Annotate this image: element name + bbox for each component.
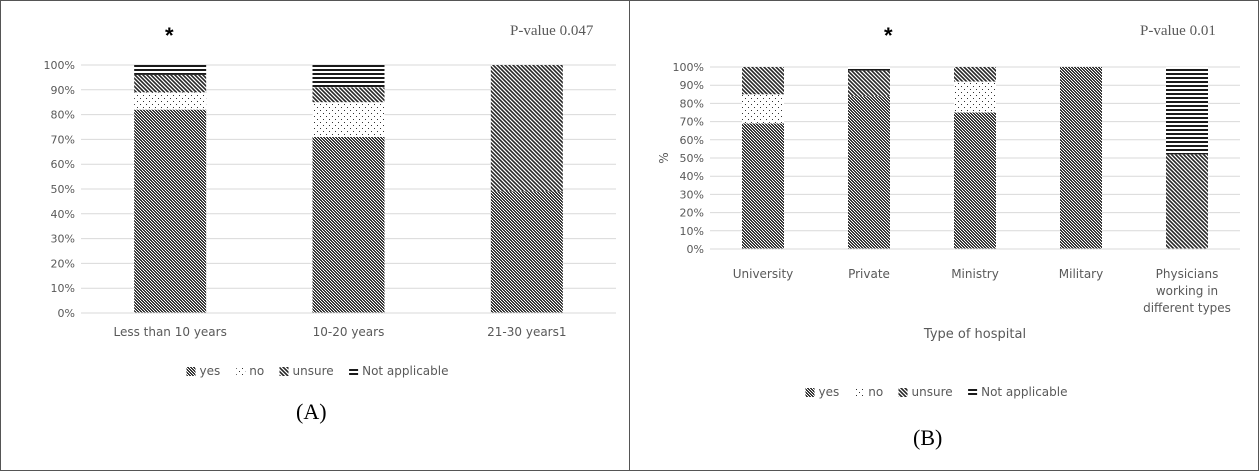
chart-a: 0% 10% 20% 30% 40% 50% 60% 70% 80% 90% 100% Less th…: [44, 59, 616, 378]
y-tick-label: 90%: [680, 79, 704, 92]
y-tick-label: 30%: [680, 188, 704, 201]
y-tick-label: 70%: [680, 116, 704, 129]
bar-segment-yes: [312, 136, 385, 313]
bar-segment-unsure: [1166, 154, 1208, 249]
x-tick-label: University: [733, 267, 794, 281]
y-tick-label: 50%: [51, 183, 75, 196]
legend-label-unsure: unsure: [912, 385, 953, 399]
panel-label-a: (A): [296, 399, 327, 424]
panel-label-b: (B): [913, 425, 943, 450]
legend-label-no: no: [868, 385, 883, 399]
y-tick-label: 0%: [687, 243, 704, 256]
bar-segment-yes: [848, 96, 890, 250]
x-tick-label: Ministry: [951, 267, 999, 281]
y-tick-label: 70%: [51, 133, 75, 146]
legend-swatch-no: [855, 388, 865, 397]
y-tick-label: 40%: [680, 170, 704, 183]
y-tick-label: 80%: [51, 109, 75, 122]
legend-label-no: no: [249, 364, 264, 378]
chart-panel-a: * P-value 0.047 0% 10% 20% 30% 40% 50% 60% 70% 8…: [0, 0, 630, 471]
p-value-a: P-value 0.047: [510, 23, 594, 39]
bar-segment-not-applicable: [312, 65, 385, 88]
legend-swatch-no: [236, 367, 246, 376]
y-tick-label: 60%: [51, 158, 75, 171]
legend-label-not-applicable: Not applicable: [362, 364, 448, 378]
bar-segment-no: [742, 94, 784, 124]
bar-segment-not-applicable: [848, 67, 890, 71]
legend-label-yes: yes: [200, 364, 221, 378]
significance-marker-a: *: [165, 23, 174, 48]
bar-segment-unsure: [490, 65, 563, 192]
bar-segment-no: [954, 81, 996, 113]
x-tick-label: Private: [848, 267, 890, 281]
x-tick-label: 10-20 years: [313, 325, 385, 339]
bar-segment-unsure: [742, 67, 784, 95]
significance-marker-b: *: [884, 23, 893, 48]
y-tick-label: 100%: [673, 61, 704, 74]
bar-segment-unsure: [134, 74, 207, 93]
y-tick-label: 60%: [680, 134, 704, 147]
bar-segment-no: [312, 102, 385, 137]
y-tick-label: 90%: [51, 84, 75, 97]
bar-segment-unsure: [312, 87, 385, 103]
legend-label-yes: yes: [819, 385, 840, 399]
bar-segment-unsure: [954, 67, 996, 82]
y-tick-label: 100%: [44, 59, 75, 72]
y-tick-label: 20%: [51, 257, 75, 270]
legend-label-unsure: unsure: [293, 364, 334, 378]
bar-segment-yes: [742, 123, 784, 249]
chart-b: 0% 10% 20% 30% 40% 50% 60% 70% 80% 90% 100% Univers…: [657, 61, 1240, 399]
legend-label-not-applicable: Not applicable: [981, 385, 1067, 399]
bar-segment-yes: [954, 112, 996, 249]
bar-segment-yes: [490, 191, 563, 313]
y-axis-title: %: [657, 152, 671, 163]
legend-swatch-unsure: [898, 388, 908, 397]
y-tick-label: 50%: [680, 152, 704, 165]
bar-segment-not-applicable: [134, 65, 207, 75]
y-tick-label: 40%: [51, 208, 75, 221]
y-tick-label: 30%: [51, 233, 75, 246]
x-tick-label: Less than 10 years: [113, 325, 226, 339]
legend-swatch-yes: [805, 388, 815, 397]
bar-segment-no: [134, 92, 207, 110]
bar-segment-unsure: [848, 70, 890, 97]
x-tick-label: Military: [1059, 267, 1103, 281]
y-tick-label: 10%: [51, 282, 75, 295]
legend-swatch-not-applicable: [349, 367, 359, 376]
p-value-b: P-value 0.01: [1140, 23, 1216, 39]
chart-panel-b: * P-value 0.01 0% 10% 20% 30% 40% 50% 60% 70% 80…: [629, 0, 1259, 471]
y-tick-label: 20%: [680, 207, 704, 220]
legend-swatch-unsure: [279, 367, 289, 376]
x-tick-label: Physicians working in different types: [1143, 267, 1231, 315]
bar-segment-yes: [134, 109, 207, 313]
y-tick-label: 10%: [680, 225, 704, 238]
bar-segment-yes: [1060, 67, 1102, 249]
bar-segment-not-applicable: [1166, 67, 1208, 155]
legend-swatch-not-applicable: [968, 388, 978, 397]
y-tick-label: 80%: [680, 97, 704, 110]
x-tick-label: 21-30 years1: [487, 325, 566, 339]
y-tick-label: 0%: [58, 307, 75, 320]
x-axis-title: Type of hospital: [923, 327, 1026, 342]
legend-swatch-yes: [186, 367, 196, 376]
